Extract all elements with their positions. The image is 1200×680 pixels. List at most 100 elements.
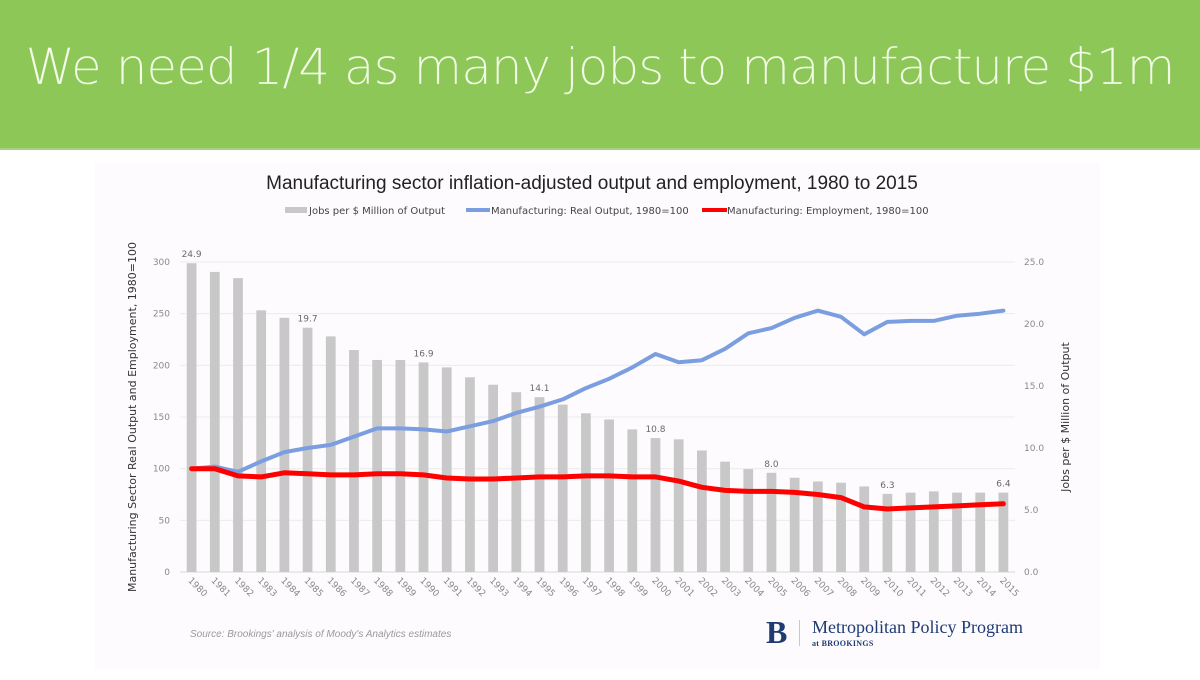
- gridlines: [180, 261, 1015, 573]
- x-axis-tick-label: 1994: [510, 576, 533, 599]
- bar-data-label: 6.4: [996, 480, 1011, 490]
- bar: [395, 359, 406, 572]
- bar-data-label: 24.9: [182, 250, 202, 260]
- right-axis-tick-label: 0.0: [1024, 568, 1039, 578]
- legend-item-output: Manufacturing: Real Output, 1980=100: [466, 206, 689, 217]
- bar: [209, 271, 220, 572]
- x-axis-tick-label: 1997: [580, 576, 603, 599]
- x-axis-tick-label: 2009: [858, 576, 881, 599]
- bar: [766, 472, 777, 572]
- bar-data-label: 19.7: [298, 315, 318, 325]
- bar: [998, 492, 1009, 572]
- line-series: [189, 308, 1006, 512]
- x-axis-tick-label: 1981: [209, 576, 232, 599]
- legend-item-employment: Manufacturing: Employment, 1980=100: [702, 206, 929, 217]
- bar: [859, 486, 870, 572]
- bar-data-label: 14.1: [529, 384, 549, 394]
- slide-title: We need 1/4 as many jobs to manufacture …: [25, 38, 1175, 96]
- bar: [789, 477, 800, 572]
- x-axis-tick-label: 2014: [974, 576, 997, 599]
- left-axis-tick-label: 50: [159, 516, 171, 526]
- x-axis-tick-label: 2015: [997, 576, 1020, 599]
- bar-data-label: 10.8: [645, 425, 665, 435]
- x-axis-tick-label: 1985: [301, 576, 324, 599]
- bar: [882, 493, 893, 572]
- bar: [720, 461, 730, 572]
- x-axis-tick-label: 1998: [603, 576, 626, 599]
- bar: [418, 362, 429, 572]
- bar-data-label: 6.3: [880, 481, 894, 491]
- x-axis-ticks: 1980 1981 1982 1983 1984 1985 1986 1987 1988 1989…: [185, 576, 1020, 599]
- logo-letter: B: [766, 614, 788, 650]
- bar: [627, 429, 638, 572]
- bar: [673, 439, 684, 572]
- x-axis-tick-label: 2011: [905, 576, 928, 599]
- bar: [650, 438, 661, 572]
- x-axis-tick-label: 2013: [951, 576, 974, 599]
- x-axis-tick-label: 2005: [765, 576, 788, 599]
- logo-divider: [799, 620, 800, 646]
- x-axis-tick-label: 1989: [394, 576, 417, 599]
- logo-subtitle: at BROOKINGS: [812, 639, 874, 648]
- right-axis-ticks: 0.0 5.0 10.0 15.0 20.0 25.0: [1024, 258, 1044, 578]
- x-axis-tick-label: 1999: [626, 576, 649, 599]
- line-employment: [189, 466, 1006, 512]
- x-axis-tick-label: 1984: [278, 576, 301, 599]
- bar: [836, 482, 846, 572]
- bar: [465, 377, 475, 572]
- bar: [812, 481, 823, 572]
- x-axis-tick-label: 2012: [928, 576, 951, 599]
- x-axis-tick-label: 2007: [812, 576, 835, 599]
- x-axis-tick-label: 2001: [673, 576, 696, 599]
- right-axis-tick-label: 25.0: [1024, 258, 1044, 268]
- bar: [511, 392, 522, 572]
- bar: [279, 317, 290, 572]
- bar: [743, 469, 754, 572]
- bar: [372, 359, 383, 572]
- left-axis-tick-label: 250: [153, 310, 170, 320]
- right-axis-tick-label: 10.0: [1024, 444, 1044, 454]
- legend-label-employment: Manufacturing: Employment, 1980=100: [727, 206, 929, 217]
- bar: [905, 492, 916, 572]
- legend-swatch-jobs: [285, 207, 307, 213]
- x-axis-tick-label: 2003: [719, 576, 742, 599]
- right-axis-tick-label: 15.0: [1024, 382, 1044, 392]
- legend-label-jobs: Jobs per $ Million of Output: [308, 206, 445, 217]
- right-axis-title: Jobs per $ Million of Output: [1059, 341, 1072, 492]
- x-axis-tick-label: 2004: [742, 576, 765, 599]
- bar: [233, 278, 243, 572]
- x-axis-tick-label: 2002: [696, 576, 719, 599]
- bar-data-label: 8.0: [764, 460, 779, 470]
- slide-banner: We need 1/4 as many jobs to manufacture …: [0, 0, 1200, 150]
- x-axis-tick-label: 1988: [371, 576, 394, 599]
- bar: [928, 491, 939, 572]
- bar: [256, 310, 267, 572]
- bar: [952, 492, 962, 572]
- legend: Jobs per $ Million of Output Manufacturi…: [285, 206, 929, 217]
- x-axis-tick-label: 1995: [533, 576, 556, 599]
- bar: [581, 413, 591, 572]
- bar: [604, 419, 614, 572]
- line-real-output: [189, 308, 1006, 474]
- left-axis-tick-label: 300: [153, 258, 170, 268]
- x-axis-tick-label: 1993: [487, 576, 510, 599]
- x-axis-tick-label: 1987: [348, 576, 371, 599]
- x-axis-tick-label: 1980: [185, 576, 208, 599]
- x-axis-tick-label: 2008: [835, 576, 858, 599]
- right-axis-tick-label: 5.0: [1024, 506, 1039, 516]
- right-axis-tick-label: 20.0: [1024, 320, 1044, 330]
- left-axis-tick-label: 100: [153, 465, 170, 475]
- x-axis-tick-label: 2006: [789, 576, 812, 599]
- bar: [349, 350, 359, 572]
- x-axis-tick-label: 2000: [649, 576, 672, 599]
- left-axis-ticks: 0 50 100 150 200 250 300: [153, 258, 170, 578]
- chart-title: Manufacturing sector inflation-adjusted …: [266, 173, 918, 194]
- x-axis-tick-label: 1986: [325, 576, 348, 599]
- bar: [441, 367, 452, 572]
- bar: [557, 404, 568, 572]
- left-axis-title: Manufacturing Sector Real Output and Emp…: [126, 242, 139, 592]
- bar: [697, 450, 707, 572]
- left-axis-tick-label: 150: [153, 413, 170, 423]
- x-axis-tick-label: 1982: [232, 576, 255, 599]
